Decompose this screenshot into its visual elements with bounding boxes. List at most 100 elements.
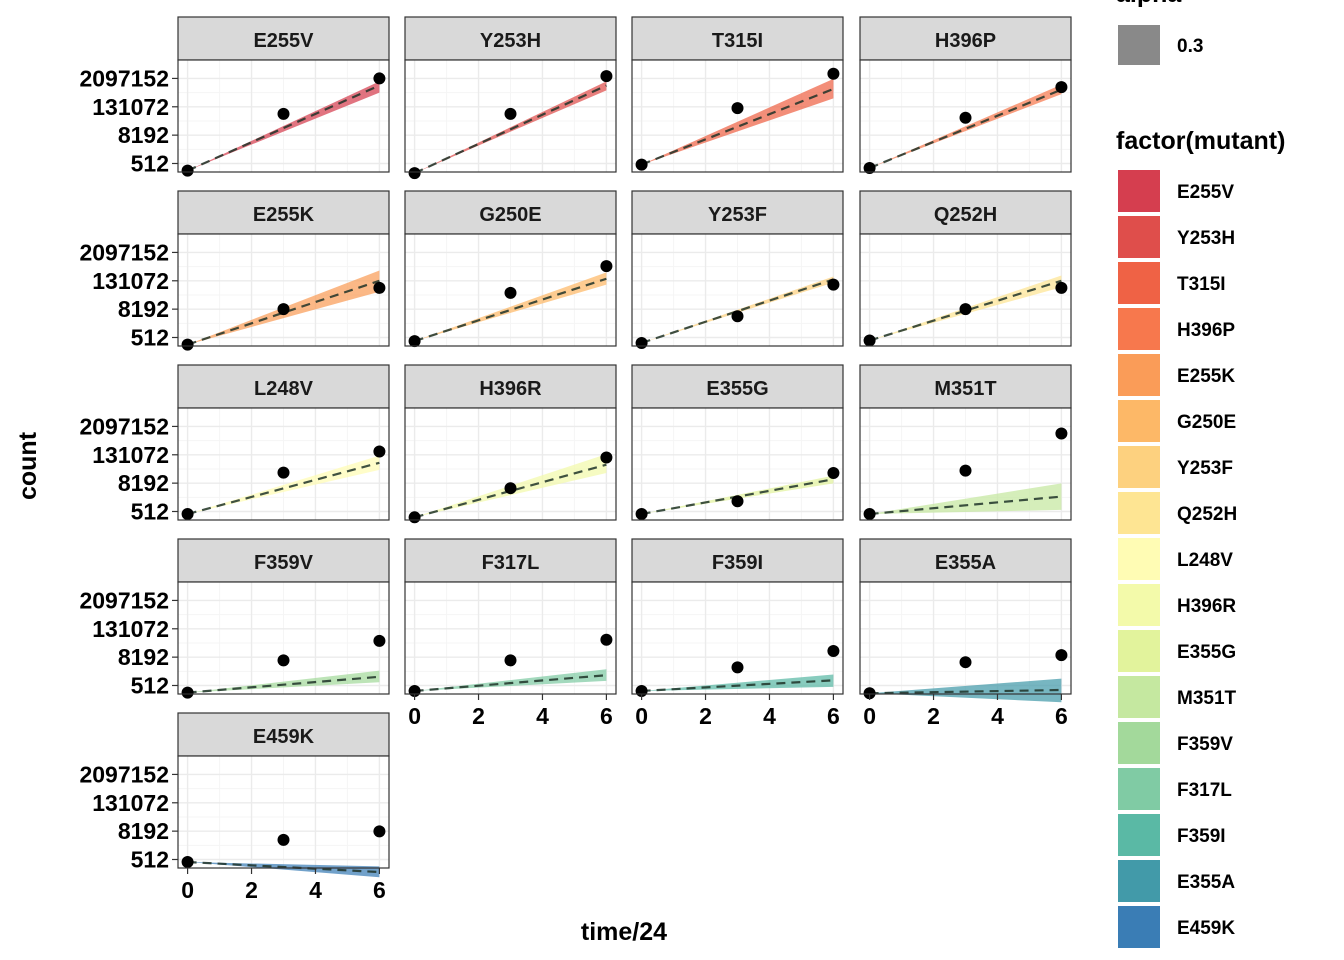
- facet-strip: [177, 190, 390, 235]
- data-point: [408, 511, 421, 524]
- data-point: [277, 303, 290, 316]
- legend-label: E459K: [1177, 918, 1235, 939]
- legend-label: G250E: [1177, 412, 1236, 433]
- facet-strip: [404, 16, 617, 61]
- data-point: [504, 654, 517, 667]
- data-point: [373, 634, 386, 647]
- data-point: [373, 825, 386, 838]
- data-point: [504, 107, 517, 120]
- data-point: [408, 335, 421, 348]
- legend-alpha-key: [1118, 25, 1160, 65]
- data-point: [181, 338, 194, 351]
- legend-item-f317l: F317L: [1118, 768, 1232, 810]
- fit-ribbon: [869, 678, 1062, 703]
- facet-strip-label: E355A: [935, 552, 996, 574]
- panel-border: [177, 59, 390, 173]
- fit-line: [869, 688, 1062, 695]
- data-point: [181, 856, 194, 869]
- y-tick-label: 131072: [92, 616, 169, 642]
- legend-item-e459k: E459K: [1118, 906, 1235, 948]
- data-point: [731, 102, 744, 115]
- data-point: [277, 107, 290, 120]
- facet-panel-e355g: E355G: [631, 364, 844, 521]
- facet-panel-f359i: F359I 0 2 4 6: [631, 538, 844, 729]
- data-point: [827, 644, 840, 657]
- facet-strip: [404, 190, 617, 235]
- facet-strip-label: F317L: [482, 552, 540, 574]
- fit-line: [187, 279, 380, 346]
- data-point: [277, 466, 290, 479]
- legend-label: F359I: [1177, 826, 1226, 847]
- fit-line: [641, 87, 834, 166]
- facet-strip-label: H396R: [479, 378, 542, 400]
- fit-ribbon: [414, 272, 607, 342]
- legend-label: T315I: [1177, 274, 1226, 295]
- data-point: [373, 281, 386, 294]
- y-tick-label: 2097152: [79, 413, 169, 439]
- x-tick-label: 4: [763, 703, 776, 729]
- facet-panel-m351t: M351T: [859, 364, 1072, 521]
- panel-border: [631, 59, 844, 173]
- x-tick-label: 2: [927, 703, 940, 729]
- x-tick-label: 6: [1055, 703, 1068, 729]
- data-point: [1055, 649, 1068, 662]
- x-tick-label: 6: [827, 703, 840, 729]
- facet-strip-label: T315I: [712, 30, 763, 52]
- fit-line: [414, 277, 607, 343]
- facet-strip: [859, 16, 1072, 61]
- data-point: [635, 336, 648, 349]
- legend-label: E355G: [1177, 642, 1236, 663]
- data-point: [504, 482, 517, 495]
- data-point: [827, 278, 840, 291]
- legend-label: F359V: [1177, 734, 1233, 755]
- facet-strip: [859, 538, 1072, 583]
- facet-strip: [404, 364, 617, 409]
- fit-ribbon: [187, 455, 380, 515]
- legend: alpha 0.3 factor(mutant) E255V Y253H T315I…: [1116, 0, 1285, 948]
- legend-swatch: [1118, 630, 1160, 672]
- legend-item-l248v: L248V: [1118, 538, 1233, 580]
- legend-swatch: [1118, 768, 1160, 810]
- y-tick-label: 8192: [118, 818, 169, 844]
- data-point: [373, 445, 386, 458]
- x-tick-label: 2: [699, 703, 712, 729]
- data-point: [635, 508, 648, 521]
- panel-border: [404, 407, 617, 521]
- panel-border: [859, 407, 1072, 521]
- panel-border: [859, 581, 1072, 695]
- y-tick-label: 131072: [92, 790, 169, 816]
- facet-panel-q252h: Q252H: [859, 190, 1072, 347]
- legend-swatch: [1118, 308, 1160, 350]
- facet-strip: [631, 190, 844, 235]
- data-point: [827, 467, 840, 480]
- y-tick-label: 512: [131, 498, 169, 524]
- x-tick-label: 0: [181, 877, 194, 903]
- panel-border: [631, 407, 844, 521]
- x-tick-label: 6: [600, 703, 613, 729]
- data-point: [1055, 81, 1068, 94]
- legend-swatch: [1118, 584, 1160, 626]
- x-tick-label: 4: [309, 877, 322, 903]
- data-point: [373, 72, 386, 85]
- legend-swatch: [1118, 860, 1160, 902]
- y-tick-label: 2097152: [79, 587, 169, 613]
- fit-ribbon: [187, 270, 380, 345]
- panel-border: [631, 233, 844, 347]
- legend-label: L248V: [1177, 550, 1233, 571]
- x-tick-label: 2: [245, 877, 258, 903]
- legend-item-f359v: F359V: [1118, 722, 1233, 764]
- data-point: [600, 70, 613, 83]
- fit-line: [187, 84, 380, 172]
- facet-panel-g250e: G250E: [404, 190, 617, 348]
- data-point: [863, 161, 876, 174]
- y-tick-label: 512: [131, 324, 169, 350]
- legend-item-e355g: E355G: [1118, 630, 1236, 672]
- legend-label: Y253F: [1177, 458, 1233, 479]
- fit-ribbon: [869, 483, 1062, 515]
- y-tick-label: 2097152: [79, 761, 169, 787]
- data-point: [863, 508, 876, 521]
- x-tick-label: 0: [863, 703, 876, 729]
